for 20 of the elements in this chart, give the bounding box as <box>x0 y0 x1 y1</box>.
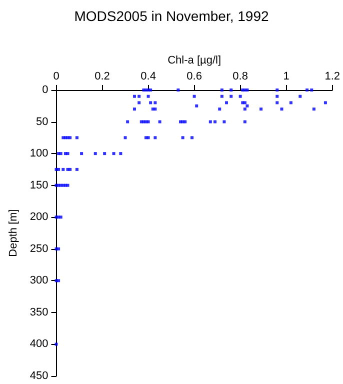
y-tick-label: 250 <box>30 242 48 255</box>
x-tick-label: 0.2 <box>94 70 110 82</box>
y-tick-label: 450 <box>30 370 48 382</box>
y-tick-label: 50 <box>36 116 48 128</box>
x-tick-label: 1 <box>283 70 290 82</box>
x-axis-title: Chl-a [µg/l] <box>168 54 222 67</box>
y-tick-label: 300 <box>30 274 48 287</box>
x-tick-label: 0.8 <box>232 70 248 82</box>
y-tick-label: 350 <box>30 306 48 318</box>
y-tick-label: 200 <box>30 211 48 224</box>
x-tick-label: 0 <box>53 70 60 82</box>
x-tick-label: 1.2 <box>324 70 340 82</box>
y-tick-label: 100 <box>30 148 48 160</box>
y-tick-label: 400 <box>30 338 48 350</box>
y-tick-label: 0 <box>42 84 48 96</box>
y-tick-label: 150 <box>30 179 48 192</box>
y-axis-title: Depth [m] <box>8 209 20 257</box>
x-tick-label: 0.4 <box>140 70 156 82</box>
chart-title: MODS2005 in November, 1992 <box>74 8 269 24</box>
x-tick-label: 0.6 <box>186 70 202 82</box>
